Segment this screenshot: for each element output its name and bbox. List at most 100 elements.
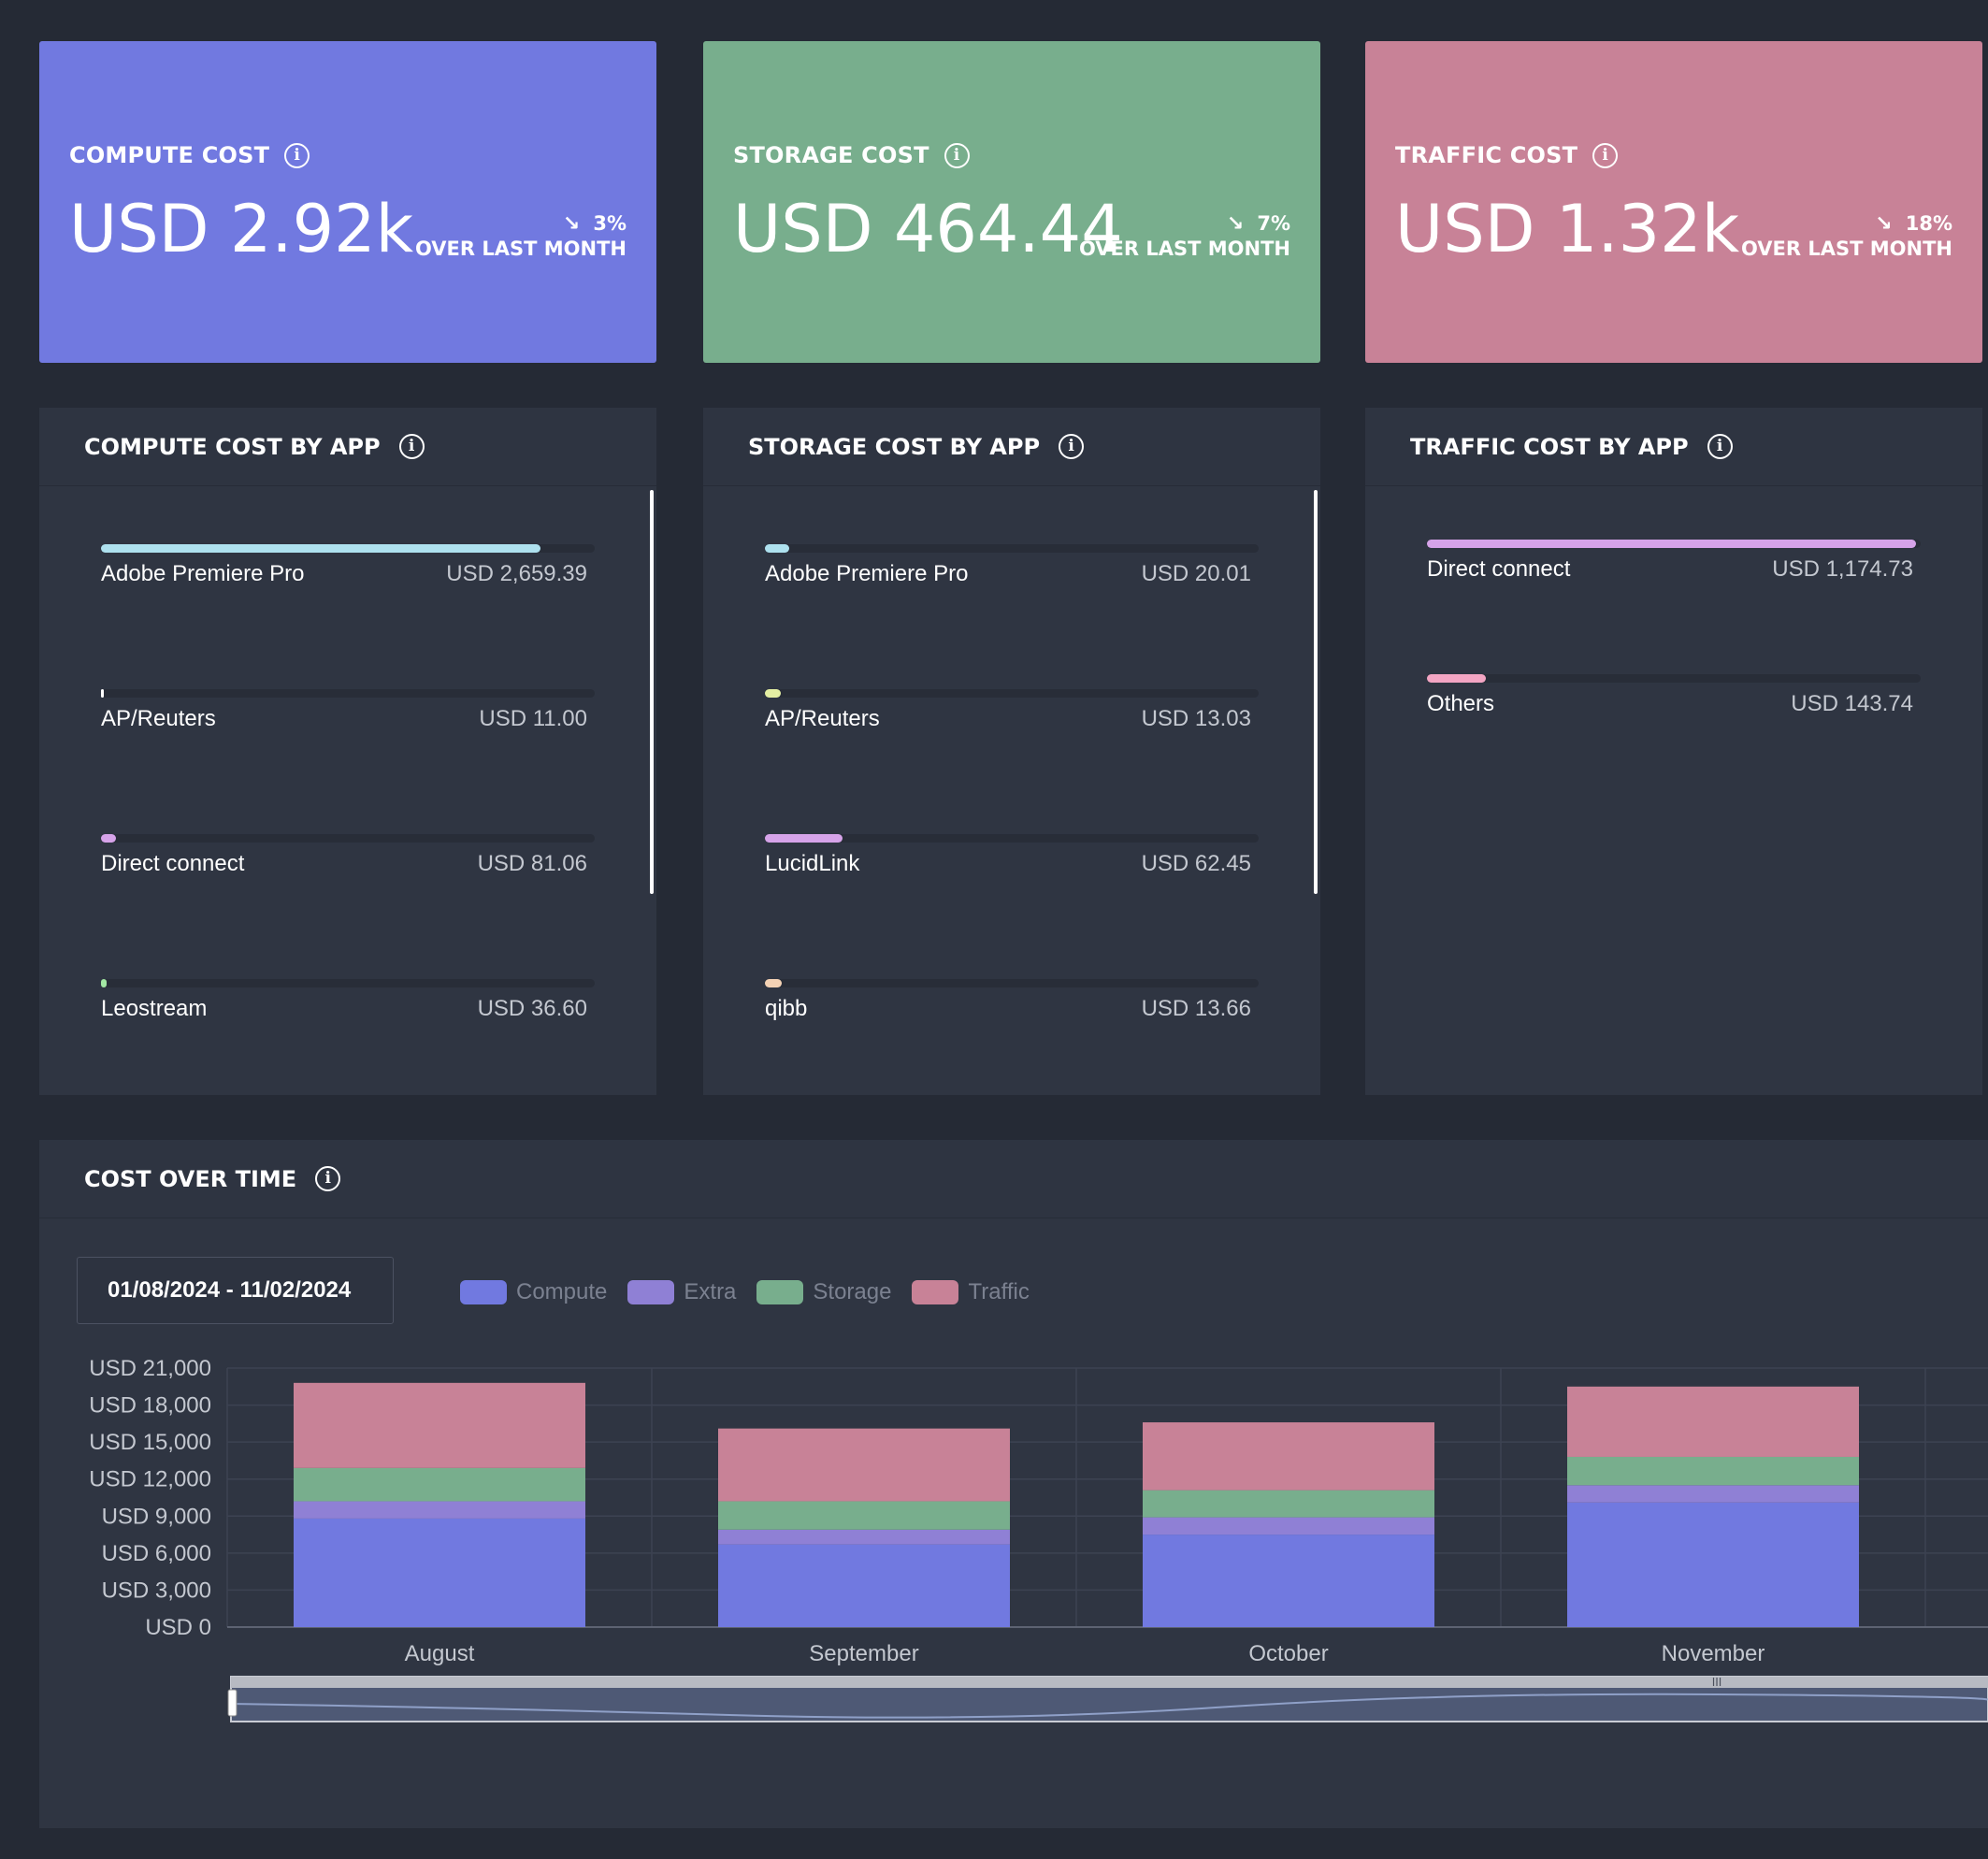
progress-track <box>765 544 1259 553</box>
range-slider-topbar <box>231 1677 1988 1688</box>
legend-item-storage[interactable]: Storage <box>756 1279 891 1305</box>
scrollbar[interactable] <box>1314 490 1318 894</box>
progress-fill <box>1427 674 1487 683</box>
bar-segment-compute[interactable] <box>1143 1535 1434 1627</box>
progress-track <box>1427 674 1921 683</box>
range-slider-grip-icon: III <box>1712 1676 1722 1689</box>
info-icon[interactable]: i <box>1592 142 1619 168</box>
kpi-title-traffic-text: TRAFFIC COST <box>1395 142 1578 168</box>
info-icon[interactable]: i <box>1707 434 1733 459</box>
y-axis-ticks: USD 21,000 USD 18,000 USD 15,000 USD 12,000… <box>89 1356 211 1640</box>
info-icon[interactable]: i <box>315 1166 341 1191</box>
legend-swatch <box>756 1280 804 1304</box>
app-row: Direct connect USD 1,174.73 <box>1427 540 1921 596</box>
progress-fill <box>1427 540 1916 548</box>
bar-segment-storage[interactable] <box>1567 1456 1859 1486</box>
bar-segment-compute[interactable] <box>294 1518 585 1627</box>
kpi-value-storage: USD 464.44 <box>733 191 1123 267</box>
bar-segment-storage[interactable] <box>718 1501 1010 1530</box>
kpi-value-traffic: USD 1.32k <box>1395 191 1740 267</box>
legend-item-traffic[interactable]: Traffic <box>912 1279 1030 1305</box>
app-value: USD 13.03 <box>1141 706 1251 731</box>
bar-segment-compute[interactable] <box>718 1544 1010 1627</box>
kpi-title-compute: COMPUTE COST i <box>69 142 310 168</box>
legend-item-compute[interactable]: Compute <box>460 1279 607 1305</box>
kpi-title-storage-text: STORAGE COST <box>733 142 929 168</box>
kpi-change-label: OVER LAST MONTH <box>1741 238 1952 260</box>
legend-label: Compute <box>516 1279 608 1304</box>
kpi-change-pct: 18% <box>1905 212 1952 235</box>
bar-segment-storage[interactable] <box>1143 1490 1434 1518</box>
date-range-input[interactable]: 01/08/2024 - 11/02/2024 <box>77 1257 394 1324</box>
range-slider-overview-line <box>233 1693 1988 1719</box>
legend-swatch <box>627 1280 675 1304</box>
kpi-value-compute: USD 2.92k <box>69 191 414 267</box>
legend-swatch <box>912 1280 959 1304</box>
app-row: AP/Reuters USD 11.00 <box>101 689 595 745</box>
panel-title: TRAFFIC COST BY APP <box>1410 433 1689 460</box>
app-value: USD 143.74 <box>1791 691 1913 716</box>
app-value: USD 13.66 <box>1141 996 1251 1021</box>
legend-item-extra[interactable]: Extra <box>627 1279 736 1305</box>
info-icon[interactable]: i <box>1059 434 1085 459</box>
info-icon[interactable]: i <box>398 434 425 459</box>
progress-fill <box>101 979 108 987</box>
panel-header: TRAFFIC COST BY APP i <box>1365 408 1982 486</box>
panel-header: COST OVER TIME i <box>39 1140 1988 1218</box>
bar-segment-storage[interactable] <box>294 1467 585 1502</box>
storage-app-list[interactable]: Adobe Premiere Pro USD 20.01 AP/Reuters … <box>703 486 1320 1095</box>
kpi-change-pct: 7% <box>1257 212 1290 235</box>
bar-segment-extra[interactable] <box>1143 1517 1434 1535</box>
x-tick-label: November <box>1662 1641 1765 1666</box>
info-icon[interactable]: i <box>944 142 970 168</box>
app-name: AP/Reuters <box>765 706 880 731</box>
x-tick-label: October <box>1248 1641 1328 1666</box>
x-axis-ticks: August September October November <box>405 1641 1765 1666</box>
storage-by-app-panel: STORAGE COST BY APP i Adobe Premiere Pro… <box>703 408 1320 1095</box>
progress-fill <box>765 544 790 553</box>
app-row: Adobe Premiere Pro USD 20.01 <box>765 544 1259 600</box>
trend-down-arrow-icon: ↘ <box>1875 212 1893 236</box>
panel-title: COST OVER TIME <box>84 1165 297 1192</box>
y-tick-label: USD 21,000 <box>89 1356 211 1381</box>
progress-fill <box>765 979 783 987</box>
panel-title: COMPUTE COST BY APP <box>84 433 381 460</box>
info-icon[interactable]: i <box>284 142 310 168</box>
app-name: Adobe Premiere Pro <box>101 561 305 586</box>
bar-segment-traffic[interactable] <box>294 1382 585 1468</box>
progress-fill <box>765 689 782 698</box>
app-value: USD 36.60 <box>477 996 587 1021</box>
chart-bars <box>294 1382 1859 1627</box>
bar-segment-traffic[interactable] <box>1567 1386 1859 1457</box>
trend-down-arrow-icon: ↘ <box>1226 212 1245 236</box>
progress-fill <box>101 834 116 843</box>
y-tick-label: USD 0 <box>145 1615 211 1640</box>
app-name: Direct connect <box>1427 556 1571 582</box>
progress-track <box>101 689 595 698</box>
app-value: USD 62.45 <box>1141 851 1251 876</box>
bar-segment-extra[interactable] <box>1567 1485 1859 1503</box>
app-value: USD 2,659.39 <box>446 561 587 586</box>
legend-label: Traffic <box>968 1279 1030 1304</box>
app-name: Leostream <box>101 996 208 1021</box>
bar-segment-compute[interactable] <box>1567 1502 1859 1627</box>
scrollbar[interactable] <box>650 490 654 894</box>
y-tick-label: USD 18,000 <box>89 1393 211 1419</box>
kpi-change-storage: ↘ 7% OVER LAST MONTH <box>1079 211 1290 261</box>
app-row: AP/Reuters USD 13.03 <box>765 689 1259 745</box>
app-name: Direct connect <box>101 851 245 876</box>
app-value: USD 11.00 <box>479 706 587 731</box>
bar-segment-traffic[interactable] <box>718 1428 1010 1502</box>
range-slider[interactable]: III <box>227 1676 1988 1722</box>
compute-app-list[interactable]: Adobe Premiere Pro USD 2,659.39 AP/Reute… <box>39 486 656 1095</box>
bar-segment-extra[interactable] <box>718 1529 1010 1545</box>
legend-label: Extra <box>684 1279 737 1304</box>
bar-segment-extra[interactable] <box>294 1501 585 1519</box>
progress-track <box>1427 540 1921 548</box>
range-slider-left-handle <box>227 1689 238 1717</box>
bar-segment-traffic[interactable] <box>1143 1422 1434 1491</box>
panel-title: STORAGE COST BY APP <box>748 433 1041 460</box>
kpi-change-pct: 3% <box>593 212 627 235</box>
traffic-app-list[interactable]: Direct connect USD 1,174.73 Others USD 1… <box>1365 486 1982 1095</box>
trend-down-arrow-icon: ↘ <box>562 212 581 236</box>
